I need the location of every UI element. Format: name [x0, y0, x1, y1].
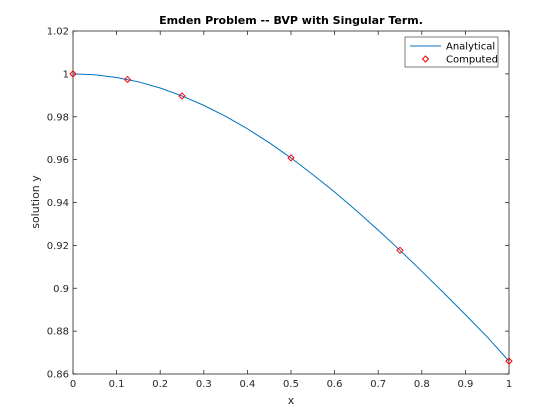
series-layer — [69, 70, 513, 365]
legend-label-computed: Computed — [446, 55, 498, 66]
y-tick-label: 0.98 — [47, 112, 69, 123]
plot-area — [72, 30, 510, 375]
y-axis-ticks: 0.86 0.88 0.9 0.92 0.94 0.96 0.98 1 1.02 — [47, 27, 509, 381]
x-tick-label: 0 — [70, 379, 76, 390]
x-tick-label: 0.5 — [283, 379, 299, 390]
computed-point — [178, 92, 186, 100]
x-axis-ticks: 0 0.1 0.2 0.3 0.4 0.5 0.6 0.7 0.8 0.9 1 — [70, 31, 512, 390]
y-tick-label: 1.02 — [47, 27, 69, 38]
x-tick-label: 0.2 — [152, 379, 168, 390]
x-tick-label: 0.8 — [414, 379, 430, 390]
x-tick-label: 0.6 — [327, 379, 343, 390]
y-tick-label: 0.96 — [47, 155, 69, 166]
y-tick-label: 0.92 — [47, 241, 69, 252]
x-tick-label: 0.3 — [196, 379, 212, 390]
legend: Analytical Computed — [404, 36, 499, 68]
y-tick-label: 0.88 — [47, 327, 69, 338]
computed-point — [123, 75, 132, 84]
computed-point — [396, 246, 404, 255]
legend-label-analytical: Analytical — [446, 42, 495, 53]
x-tick-label: 0.4 — [239, 379, 255, 390]
y-axis-label: solution y — [29, 175, 42, 229]
x-tick-label: 0.7 — [370, 379, 386, 390]
computed-point — [505, 357, 513, 365]
y-tick-label: 0.9 — [53, 284, 69, 295]
chart-title: Emden Problem -- BVP with Singular Term. — [159, 14, 423, 27]
y-tick-label: 1 — [63, 69, 69, 80]
x-tick-label: 0.9 — [457, 379, 473, 390]
series-line-analytical — [72, 73, 510, 362]
computed-point — [69, 70, 77, 78]
x-tick-label: 0.1 — [109, 379, 125, 390]
y-tick-label: 0.86 — [47, 370, 69, 381]
legend-box — [404, 36, 499, 68]
legend-marker-computed — [421, 55, 430, 63]
computed-point — [287, 154, 295, 162]
x-axis-label: x — [288, 394, 295, 407]
y-tick-label: 0.94 — [47, 198, 69, 209]
x-tick-label: 1 — [506, 379, 512, 390]
